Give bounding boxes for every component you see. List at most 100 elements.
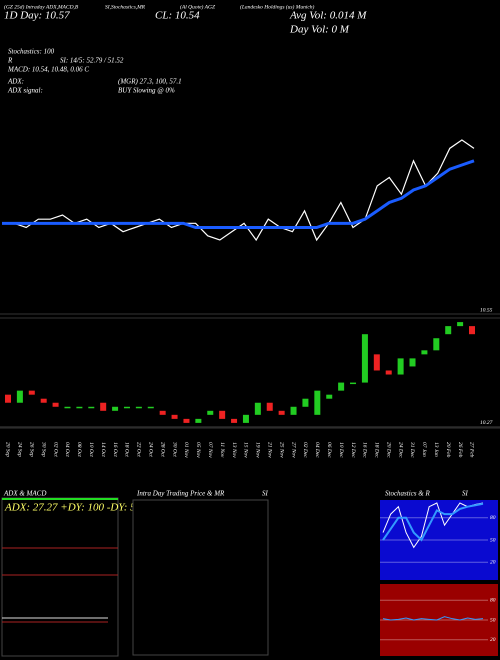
x-tick-label: 24 Sep bbox=[17, 442, 24, 457]
stoch-title: Stochastics & R bbox=[385, 490, 430, 498]
candle bbox=[326, 394, 333, 399]
candle bbox=[469, 326, 475, 335]
x-tick-label: 20 Sep bbox=[5, 442, 11, 457]
candle bbox=[290, 406, 297, 415]
candle bbox=[28, 390, 35, 395]
stoch-title2: SI bbox=[462, 490, 469, 498]
info-adx-val: (MGR) 27.3, 100, 57.1 bbox=[118, 78, 182, 86]
x-tick-label: 11 Nov bbox=[219, 442, 225, 458]
candle bbox=[397, 358, 404, 375]
x-tick-label: 04 Oct bbox=[64, 442, 71, 457]
x-tick-label: 07 Jan bbox=[421, 442, 427, 457]
x-tick-label: 10 Oct bbox=[88, 442, 94, 457]
candle bbox=[385, 370, 392, 375]
x-tick-label: 18 Oct bbox=[124, 442, 130, 457]
stoch-panel bbox=[380, 500, 498, 580]
x-tick-label: 27 Nov bbox=[290, 442, 296, 458]
info-adx-signal: ADX signal: bbox=[7, 87, 43, 95]
info-si: SI: 14/5: 52.79 / 51.52 bbox=[60, 57, 124, 65]
x-tick-label: 18 Dec bbox=[374, 442, 380, 458]
x-tick-label: 07 Nov bbox=[207, 442, 213, 458]
x-tick-label: 14 Oct bbox=[100, 442, 107, 457]
quote: (Al Quote) AGZ bbox=[180, 3, 216, 10]
candle bbox=[433, 338, 440, 351]
candle bbox=[350, 382, 357, 385]
x-tick-label: 12 Dec bbox=[350, 442, 356, 458]
x-tick-label: 25 Nov bbox=[278, 442, 284, 458]
adx-panel bbox=[1, 497, 119, 657]
x-tick-label: 21 Nov bbox=[266, 442, 272, 458]
y-tick-label: 80 bbox=[490, 515, 496, 521]
candle bbox=[278, 410, 285, 415]
info-signal-val: BUY Slowing @ 0% bbox=[118, 87, 175, 95]
candle bbox=[135, 406, 142, 409]
rsi-panel bbox=[380, 584, 498, 656]
x-tick-label: 04 Dec bbox=[314, 442, 321, 458]
candle bbox=[242, 414, 249, 423]
company: (Landesko Holdings (us) Munich) bbox=[240, 3, 315, 10]
adx-title: ADX & MACD bbox=[3, 490, 46, 498]
studies2: SI,Stochastics,MR bbox=[105, 4, 146, 10]
day: 1D Day: 10.57 bbox=[4, 10, 70, 22]
info-r: R bbox=[7, 57, 13, 65]
x-tick-label: 30 Oct bbox=[171, 441, 177, 457]
x-tick-label: 13 Nov bbox=[231, 442, 237, 458]
candle bbox=[207, 410, 214, 415]
x-tick-label: 16 Dec bbox=[362, 442, 368, 458]
x-tick-label: 05 Nov bbox=[195, 442, 201, 458]
line bbox=[382, 502, 484, 542]
info-macd: MACD: 10.54, 10.48, 0.06 C bbox=[7, 66, 89, 74]
line bbox=[2, 159, 475, 229]
candle bbox=[183, 418, 190, 423]
candle bbox=[100, 402, 107, 411]
y-tick-label: 80 bbox=[490, 597, 496, 603]
y-tick-label: 10.27 bbox=[480, 420, 493, 426]
candle bbox=[88, 406, 95, 409]
x-tick-label: 02 Dec bbox=[302, 442, 308, 458]
candle bbox=[123, 406, 130, 409]
y-tick-label: 10.55 bbox=[480, 307, 493, 313]
info-stoch: Stochastics: 100 bbox=[8, 48, 55, 56]
candle bbox=[5, 394, 11, 403]
y-tick-label: 50 bbox=[490, 617, 496, 623]
adx-values: ADX: 27.27 +DY: 100 -DY: 57.14 bbox=[4, 502, 155, 514]
candle bbox=[302, 398, 309, 407]
x-tick-label: 15 Nov bbox=[243, 442, 249, 458]
x-tick-label: 27 Feb bbox=[469, 442, 475, 458]
intraday-panel bbox=[132, 499, 269, 656]
x-tick-label: 24 Dec bbox=[397, 442, 404, 458]
x-tick-label: 31 Dec bbox=[409, 441, 415, 458]
x-tick-label: 28 Oct bbox=[159, 442, 165, 457]
x-tick-label: 01 Nov bbox=[183, 442, 189, 458]
close: CL: 10.54 bbox=[155, 10, 200, 22]
x-tick-label: 08 Oct bbox=[76, 442, 82, 457]
candle bbox=[457, 322, 464, 327]
x-tick-label: 22 Oct bbox=[136, 442, 142, 457]
day-vol: Day Vol: 0 M bbox=[289, 24, 350, 36]
candle bbox=[52, 402, 59, 407]
candle bbox=[254, 402, 261, 415]
x-tick-label: 26 Feb bbox=[457, 442, 463, 458]
candle bbox=[409, 358, 416, 367]
x-tick-label: 06 Dec bbox=[326, 442, 332, 458]
candle bbox=[445, 326, 452, 335]
candle bbox=[361, 334, 368, 383]
x-tick-label: 16 Oct bbox=[112, 442, 118, 457]
x-tick-label: 24 Oct bbox=[148, 442, 155, 457]
candle bbox=[219, 410, 226, 419]
candle bbox=[231, 418, 238, 423]
y-tick-label: 20 bbox=[490, 637, 496, 643]
x-tick-label: 26 Sep bbox=[29, 442, 35, 457]
x-tick-label: 10 Dec bbox=[338, 442, 344, 458]
studies: (GZ 25d) Intraday ADX,MACD,B bbox=[4, 3, 79, 10]
candle bbox=[373, 354, 380, 371]
candle bbox=[195, 418, 202, 423]
x-tick-label: 20 Dec bbox=[385, 442, 391, 458]
info-adx: ADX: bbox=[7, 78, 24, 86]
candle bbox=[76, 406, 83, 409]
candle bbox=[338, 382, 345, 391]
intraday-title2: SI bbox=[262, 490, 269, 498]
candle bbox=[112, 406, 119, 411]
